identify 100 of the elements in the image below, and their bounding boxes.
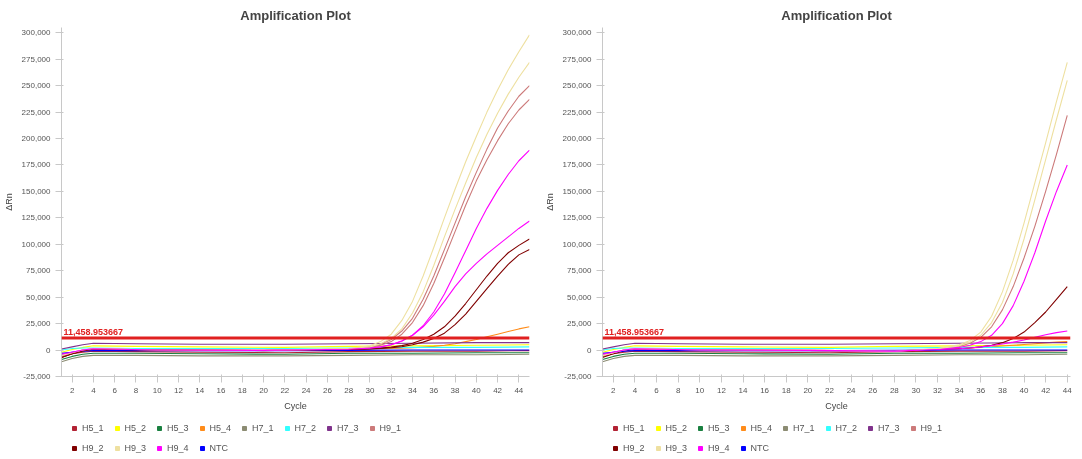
x-axis-title: Cycle	[284, 400, 307, 411]
y-tick-label: 175,000	[21, 160, 52, 170]
legend-label: H9_3	[124, 443, 147, 453]
legend-label: H9_3	[665, 443, 688, 453]
x-tick-label: 18	[237, 385, 248, 395]
y-tick-label: 50,000	[567, 292, 593, 302]
x-tick-label: 20	[259, 385, 269, 395]
x-tick-label: 8	[675, 385, 681, 395]
x-tick-label: 42	[1041, 385, 1051, 395]
y-tick-label: -25,000	[564, 372, 593, 381]
y-tick-label: 50,000	[26, 292, 52, 302]
y-tick-label: 200,000	[562, 134, 593, 144]
y-tick-label: 125,000	[21, 213, 52, 223]
legend-label: H5_3	[708, 423, 730, 433]
y-tick-label: 75,000	[26, 266, 52, 276]
x-tick-label: 6	[112, 385, 118, 395]
x-tick-label: 14	[195, 385, 205, 395]
legend-label: H5_1	[82, 423, 104, 433]
legend-label: H7_3	[878, 423, 900, 433]
y-tick-label: 25,000	[26, 319, 52, 329]
x-tick-label: 16	[216, 385, 227, 395]
chart-title: Amplification Plot	[240, 7, 352, 23]
x-tick-label: 40	[1019, 385, 1030, 395]
x-tick-label: 22	[280, 385, 290, 395]
x-tick-label: 38	[997, 385, 1008, 395]
ref-line-label: 11,458.953667	[604, 326, 665, 337]
y-axis-title: ΔRn	[544, 193, 555, 211]
x-tick-label: 32	[933, 385, 943, 395]
ref-line-label: 11,458.953667	[63, 326, 124, 337]
legend-label: H7_1	[252, 423, 274, 433]
legend-label: H5_1	[623, 423, 645, 433]
x-tick-label: 6	[654, 385, 660, 395]
x-tick-label: 26	[868, 385, 878, 395]
y-tick-label: 100,000	[21, 239, 52, 249]
legend-label: H9_4	[167, 443, 189, 453]
x-tick-label: 18	[781, 385, 792, 395]
legend-label: H7_3	[337, 423, 359, 433]
x-tick-label: 28	[889, 385, 900, 395]
x-tick-label: 40	[471, 385, 482, 395]
x-tick-label: 24	[846, 385, 857, 395]
legend-label: H9_2	[623, 443, 645, 453]
x-tick-label: 36	[429, 385, 439, 395]
y-tick-label: 275,000	[562, 54, 593, 64]
y-tick-label: 125,000	[562, 213, 593, 223]
y-tick-label: 175,000	[562, 160, 593, 170]
x-tick-label: 30	[365, 385, 375, 395]
x-axis-title: Cycle	[825, 400, 848, 411]
y-tick-label: 150,000	[562, 186, 593, 196]
x-tick-label: 24	[301, 385, 312, 395]
legend-label: H5_2	[124, 423, 147, 433]
x-tick-label: 14	[738, 385, 749, 395]
x-tick-label: 12	[716, 385, 727, 395]
y-tick-label: -25,000	[23, 372, 52, 381]
x-tick-label: 34	[954, 385, 965, 395]
y-tick-label: 300,000	[562, 28, 593, 38]
x-tick-label: 26	[322, 385, 333, 395]
y-tick-label: 0	[46, 345, 52, 355]
legend-label: NTC	[209, 443, 230, 453]
x-tick-label: 2	[611, 385, 617, 395]
y-tick-label: 25,000	[567, 319, 593, 329]
legend-label: H9_1	[379, 423, 402, 433]
x-tick-label: 42	[493, 385, 503, 395]
x-tick-label: 32	[386, 385, 397, 395]
x-tick-label: 16	[760, 385, 770, 395]
legend-label: H7_1	[793, 423, 815, 433]
legend-label: H5_2	[665, 423, 688, 433]
y-tick-label: 150,000	[21, 186, 52, 196]
legend-label: NTC	[750, 443, 771, 453]
x-tick-label: 44	[1062, 385, 1073, 395]
x-tick-label: 30	[911, 385, 921, 395]
x-tick-label: 8	[133, 385, 139, 395]
x-tick-label: 22	[825, 385, 835, 395]
y-tick-label: 225,000	[562, 107, 593, 117]
x-tick-label: 34	[408, 385, 418, 395]
y-tick-label: 0	[587, 345, 593, 355]
y-axis-title: ΔRn	[3, 193, 14, 211]
chart-title: Amplification Plot	[781, 7, 893, 23]
x-tick-label: 4	[632, 385, 638, 395]
legend-label: H9_2	[82, 443, 104, 453]
x-tick-label: 44	[514, 385, 524, 395]
y-tick-label: 250,000	[21, 81, 52, 91]
x-tick-label: 20	[803, 385, 813, 395]
x-tick-label: 4	[91, 385, 97, 395]
x-tick-label: 38	[450, 385, 461, 395]
y-tick-label: 100,000	[562, 239, 593, 249]
x-tick-label: 36	[976, 385, 986, 395]
y-tick-label: 275,000	[21, 54, 52, 64]
legend-label: H5_3	[167, 423, 189, 433]
x-tick-label: 10	[152, 385, 163, 395]
x-tick-label: 2	[69, 385, 75, 395]
y-tick-label: 225,000	[21, 107, 52, 117]
x-tick-label: 10	[695, 385, 705, 395]
legend-label: H5_4	[750, 423, 773, 433]
legend-label: H9_4	[708, 443, 730, 453]
legend-label: H5_4	[209, 423, 232, 433]
y-tick-label: 300,000	[21, 28, 52, 38]
y-tick-label: 200,000	[21, 134, 52, 144]
y-tick-label: 75,000	[567, 266, 593, 276]
legend-label: H7_2	[294, 423, 317, 433]
x-tick-label: 28	[344, 385, 354, 395]
